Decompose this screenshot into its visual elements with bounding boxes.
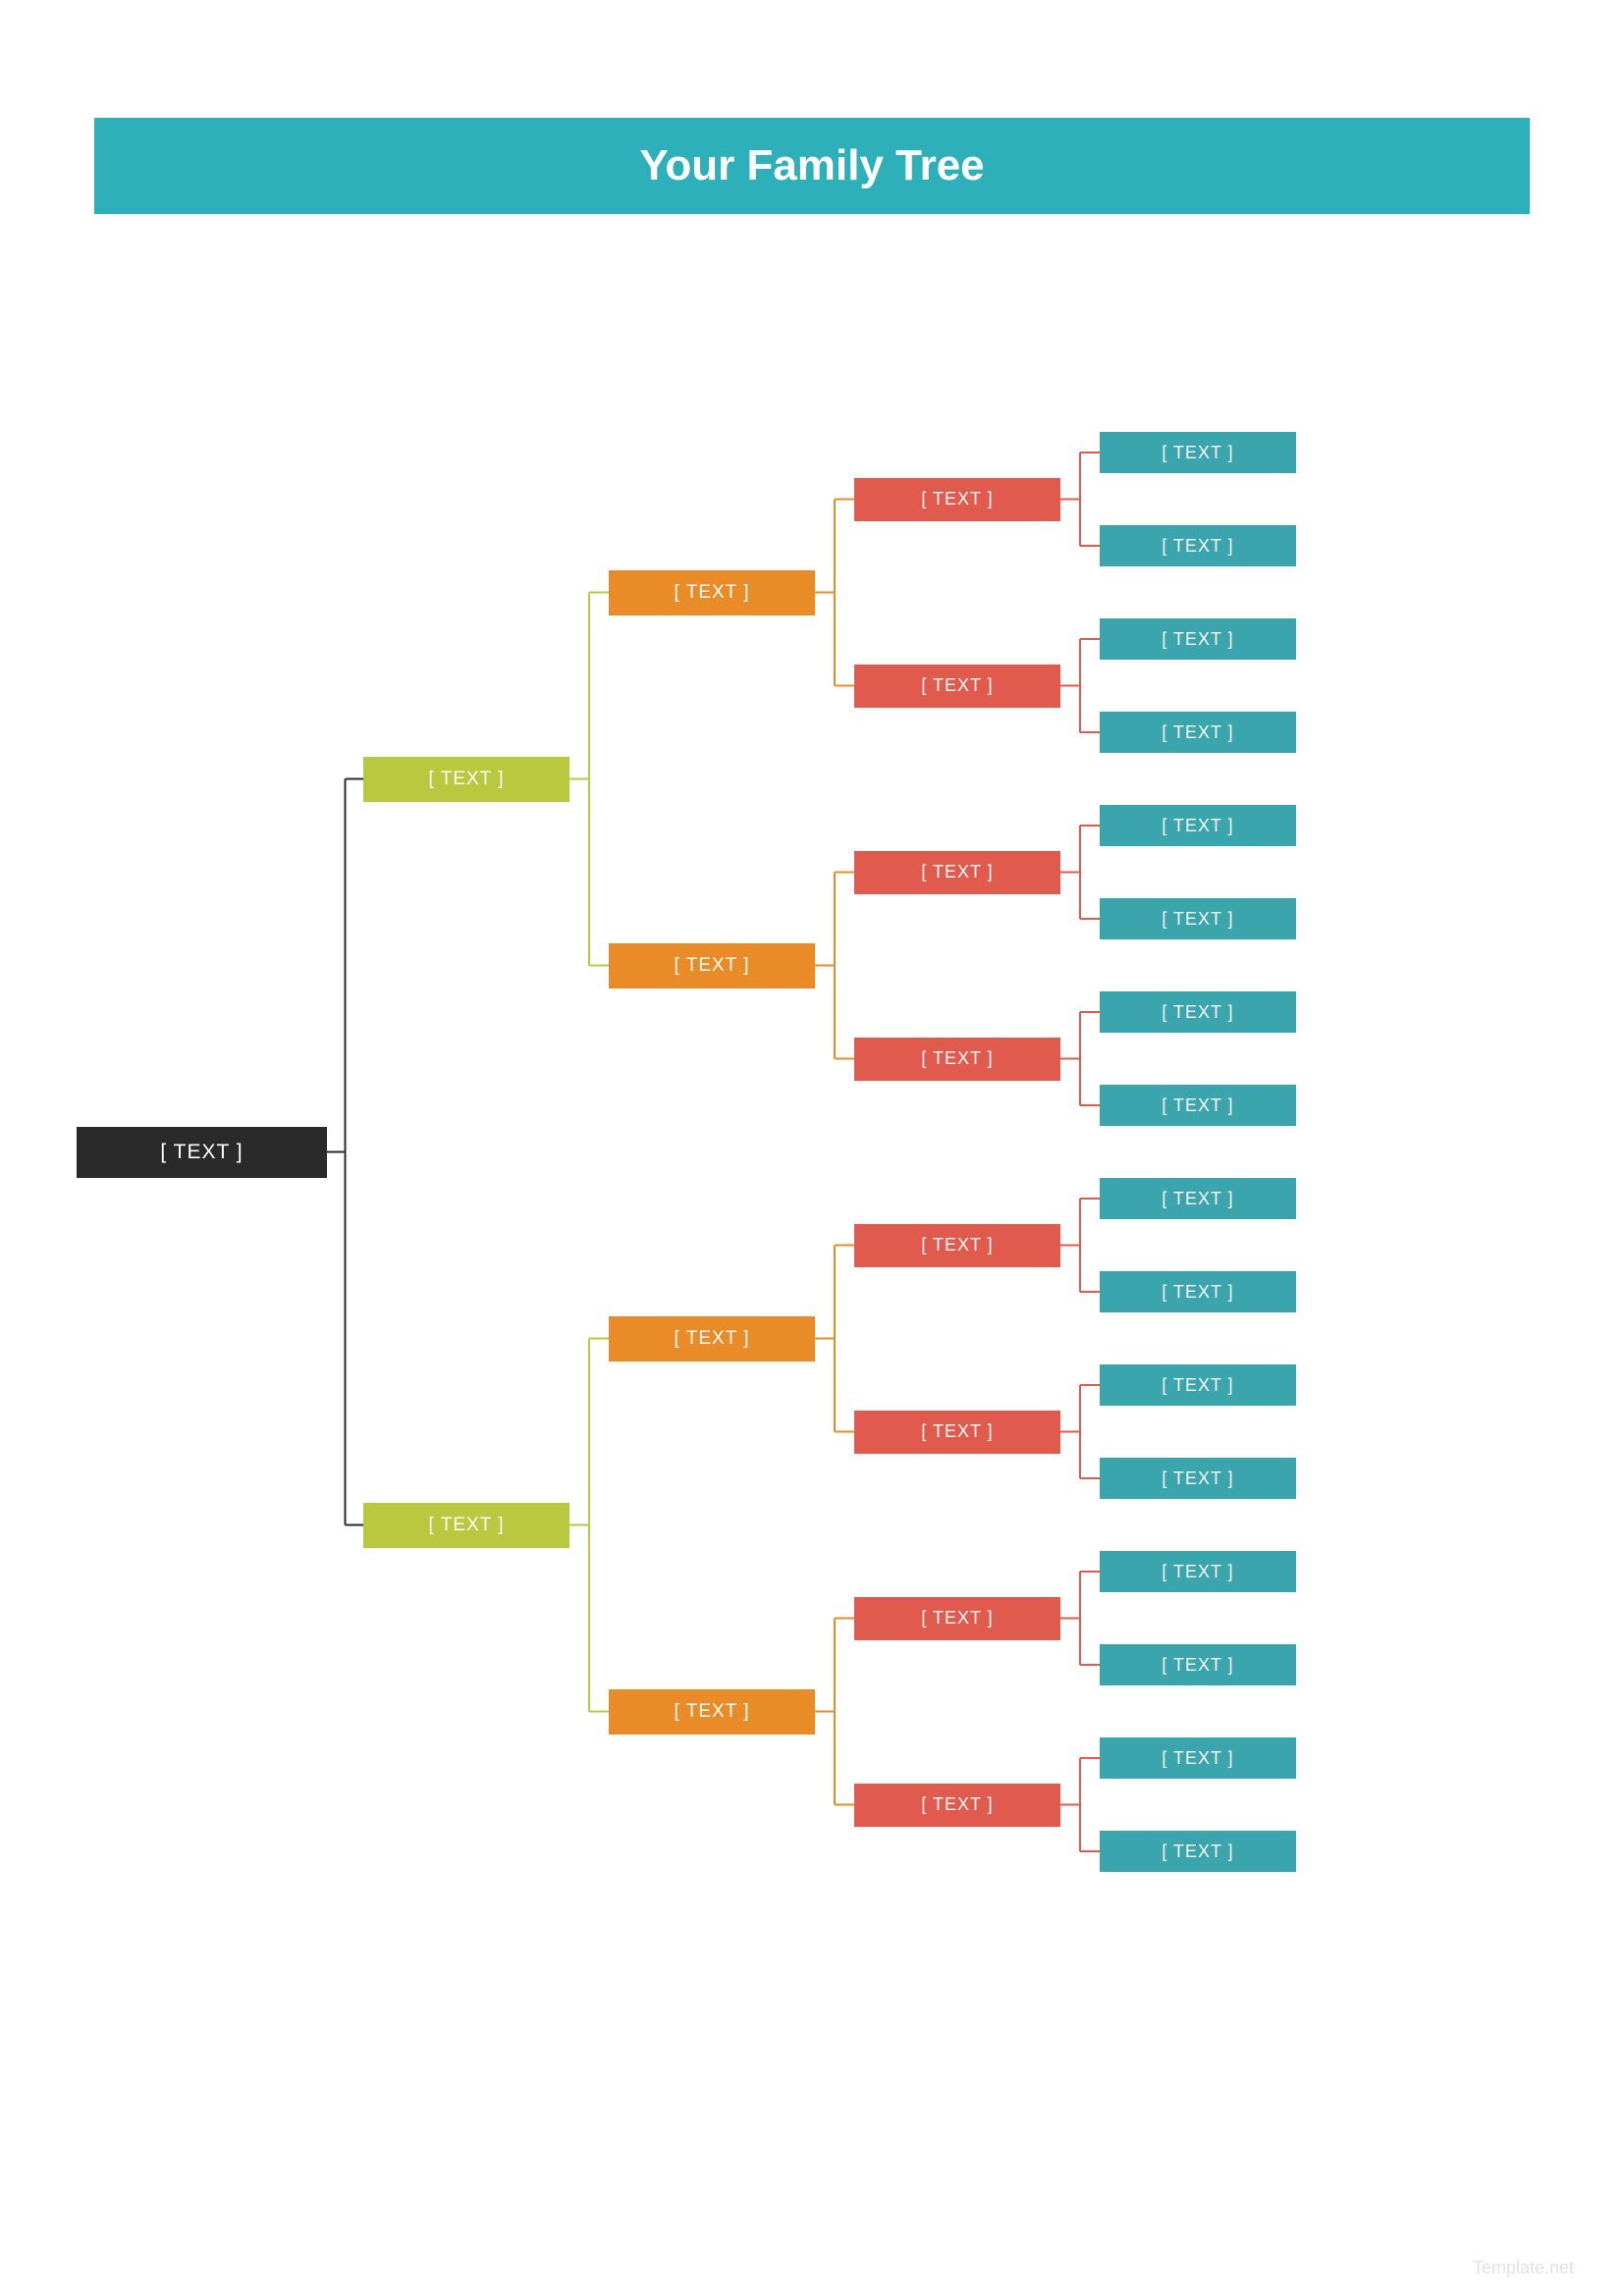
tree-l2-1[interactable]: [ TEXT ] <box>609 943 815 988</box>
tree-l3-7[interactable]: [ TEXT ] <box>854 1784 1060 1827</box>
tree-l4-12[interactable]: [ TEXT ] <box>1100 1551 1296 1592</box>
tree-l4-1[interactable]: [ TEXT ] <box>1100 525 1296 566</box>
tree-l2-0[interactable]: [ TEXT ] <box>609 570 815 615</box>
tree-l1-0[interactable]: [ TEXT ] <box>363 757 569 802</box>
watermark: Template.net <box>1473 2258 1574 2278</box>
tree-l3-1[interactable]: [ TEXT ] <box>854 665 1060 708</box>
tree-l4-10[interactable]: [ TEXT ] <box>1100 1364 1296 1406</box>
tree-l4-4[interactable]: [ TEXT ] <box>1100 805 1296 846</box>
tree-l4-5[interactable]: [ TEXT ] <box>1100 898 1296 939</box>
tree-l4-7[interactable]: [ TEXT ] <box>1100 1085 1296 1126</box>
tree-l1-1[interactable]: [ TEXT ] <box>363 1503 569 1548</box>
tree-l3-5[interactable]: [ TEXT ] <box>854 1411 1060 1454</box>
tree-l4-6[interactable]: [ TEXT ] <box>1100 991 1296 1033</box>
tree-l3-3[interactable]: [ TEXT ] <box>854 1038 1060 1081</box>
tree-l4-2[interactable]: [ TEXT ] <box>1100 618 1296 660</box>
tree-l4-15[interactable]: [ TEXT ] <box>1100 1831 1296 1872</box>
tree-l4-11[interactable]: [ TEXT ] <box>1100 1458 1296 1499</box>
tree-l4-13[interactable]: [ TEXT ] <box>1100 1644 1296 1685</box>
tree-l4-0[interactable]: [ TEXT ] <box>1100 432 1296 473</box>
tree-l2-2[interactable]: [ TEXT ] <box>609 1316 815 1362</box>
tree-l3-6[interactable]: [ TEXT ] <box>854 1597 1060 1640</box>
tree-l4-3[interactable]: [ TEXT ] <box>1100 712 1296 753</box>
tree-root[interactable]: [ TEXT ] <box>77 1127 327 1178</box>
tree-l4-14[interactable]: [ TEXT ] <box>1100 1737 1296 1779</box>
tree-l3-0[interactable]: [ TEXT ] <box>854 478 1060 521</box>
page-title: Your Family Tree <box>94 118 1530 214</box>
tree-l3-2[interactable]: [ TEXT ] <box>854 851 1060 894</box>
tree-l4-8[interactable]: [ TEXT ] <box>1100 1178 1296 1219</box>
tree-l2-3[interactable]: [ TEXT ] <box>609 1689 815 1735</box>
tree-l3-4[interactable]: [ TEXT ] <box>854 1224 1060 1267</box>
tree-l4-9[interactable]: [ TEXT ] <box>1100 1271 1296 1312</box>
